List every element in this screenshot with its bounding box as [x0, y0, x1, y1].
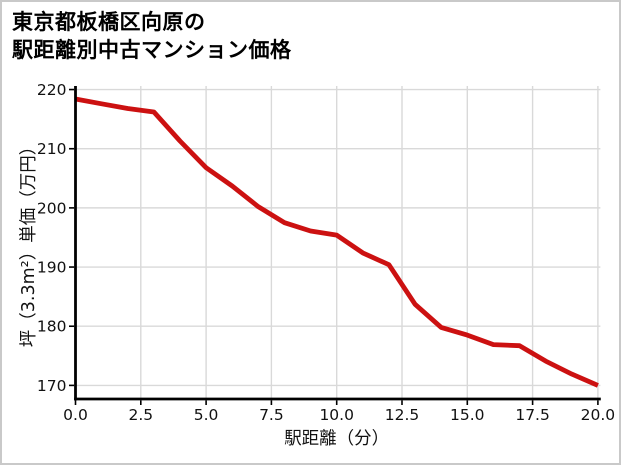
y-tick-label: 210 [37, 140, 67, 158]
x-tick-label: 5.0 [194, 406, 219, 424]
x-tick-label: 15.0 [450, 406, 485, 424]
x-tick-label: 0.0 [63, 406, 88, 424]
x-tick-label: 7.5 [259, 406, 284, 424]
y-tick-label: 220 [37, 81, 67, 99]
x-tick-label: 17.5 [515, 406, 550, 424]
x-tick-label: 2.5 [128, 406, 153, 424]
y-axis-label: 坪（3.3m²）単価（万円） [19, 138, 39, 347]
x-tick-label: 10.0 [319, 406, 354, 424]
y-tick-label: 180 [37, 318, 67, 336]
x-tick-label: 20.0 [581, 406, 616, 424]
x-axis-label: 駅距離（分） [284, 429, 389, 449]
x-tick-label: 12.5 [385, 406, 420, 424]
price-data-line [75, 96, 599, 388]
y-tick-label: 190 [37, 259, 67, 277]
chart-title-line1: 東京都板橋区向原の [12, 10, 206, 34]
chart-title: 東京都板橋区向原の駅距離別中古マンション価格 [12, 8, 292, 64]
chart-title-line2: 駅距離別中古マンション価格 [12, 38, 292, 62]
y-tick-label: 200 [37, 199, 67, 217]
y-tick-label: 170 [37, 377, 67, 395]
